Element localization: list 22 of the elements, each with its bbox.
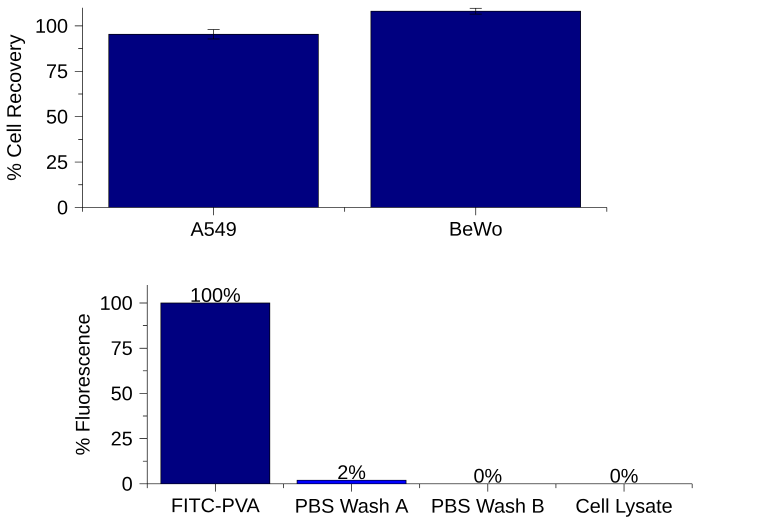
y-axis-title: % Cell Recovery <box>6 34 26 180</box>
x-tick-label: Cell Lysate <box>576 498 672 517</box>
x-tick-label: PBS Wash B <box>432 498 544 513</box>
y-tick-label: 100 <box>101 296 132 310</box>
data-label: 100% <box>192 288 240 302</box>
x-tick-label: FITC-PVA <box>172 498 260 512</box>
y-tick-label: 75 <box>112 341 132 355</box>
y-tick-label: 50 <box>111 386 132 400</box>
y-tick-label: 75 <box>47 64 68 78</box>
data-label: 0% <box>474 468 502 483</box>
x-tick-label: BeWo <box>450 222 502 236</box>
y-tick-label: 0 <box>122 476 132 491</box>
y-axis-title: % Fluorescence <box>75 314 90 454</box>
data-label: 2% <box>338 465 366 479</box>
y-tick-label: 0 <box>58 200 68 214</box>
y-tick-label: 50 <box>46 109 68 124</box>
y-tick-label: 25 <box>46 154 68 169</box>
data-label: 0% <box>610 468 638 483</box>
x-tick-label: A549 <box>190 222 236 236</box>
x-tick-label: PBS Wash A <box>296 498 408 513</box>
y-tick-label: 25 <box>112 431 132 446</box>
y-tick-label: 100 <box>36 18 68 33</box>
